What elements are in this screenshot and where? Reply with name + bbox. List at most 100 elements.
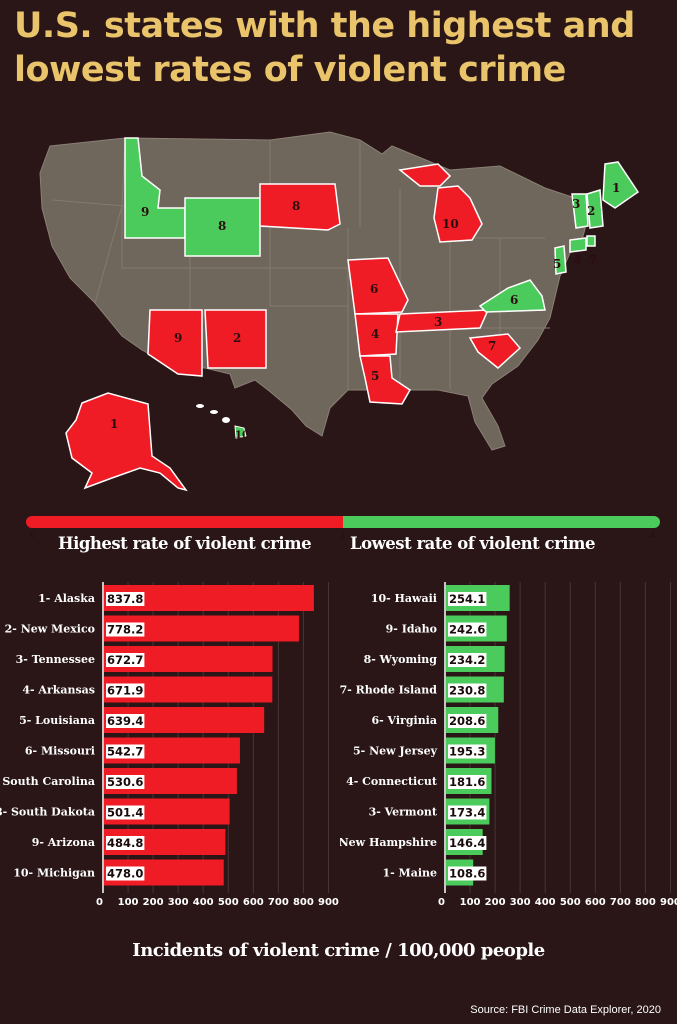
scale-bar bbox=[26, 516, 660, 528]
value-label-bg bbox=[106, 592, 145, 606]
value-label: 672.7 bbox=[107, 653, 143, 667]
value-label-bg bbox=[106, 805, 145, 820]
x-tick-label: 400 bbox=[193, 897, 214, 908]
label-missouri: 6 bbox=[370, 282, 378, 296]
value-label: 230.8 bbox=[449, 684, 485, 698]
x-tick-label: 100 bbox=[118, 897, 139, 908]
value-label: 484.8 bbox=[107, 836, 143, 850]
state-idaho bbox=[124, 137, 186, 239]
value-label: 778.2 bbox=[107, 623, 143, 637]
category-label: 7- Rhode Island bbox=[340, 684, 437, 697]
label-new-mexico: 2 bbox=[233, 331, 241, 345]
value-label-bg bbox=[448, 775, 487, 789]
value-label-bg bbox=[106, 622, 145, 637]
category-label: 1- Maine bbox=[382, 867, 437, 880]
scale-bar-low bbox=[343, 516, 660, 528]
value-label-bg bbox=[448, 836, 487, 850]
label-hawaii: 10 bbox=[235, 430, 249, 441]
state-arizona bbox=[147, 309, 203, 377]
x-tick-label: 500 bbox=[218, 897, 239, 908]
value-label-bg bbox=[448, 622, 487, 637]
label-vermont: 3 bbox=[572, 197, 580, 211]
x-tick-label: 600 bbox=[585, 897, 606, 908]
value-label: 254.1 bbox=[449, 592, 485, 606]
category-label: 10- Michigan bbox=[13, 867, 95, 880]
us-map: 9 8 8 10 6 4 5 3 7 6 1 2 3 4 7 5 9 2 1 bbox=[39, 131, 640, 492]
state-rhode-island bbox=[586, 235, 596, 247]
x-tick-label: 200 bbox=[143, 897, 164, 908]
category-label: 6- Missouri bbox=[25, 745, 95, 758]
x-tick-label: 700 bbox=[610, 897, 631, 908]
x-tick-label: 800 bbox=[293, 897, 314, 908]
category-label: 7- South Carolina bbox=[0, 775, 95, 788]
value-label-bg bbox=[106, 866, 145, 881]
value-label: 234.2 bbox=[449, 653, 485, 667]
value-label: 478.0 bbox=[107, 867, 143, 881]
x-tick-label: 700 bbox=[268, 897, 289, 908]
state-hawaii bbox=[196, 404, 247, 439]
value-label-bg bbox=[106, 653, 145, 667]
scale-tick-4: 4 bbox=[650, 531, 656, 541]
value-label-bg bbox=[106, 683, 145, 698]
label-arkansas: 4 bbox=[371, 327, 379, 341]
value-label-bg bbox=[448, 866, 487, 881]
x-tick-label: 0 bbox=[438, 897, 445, 908]
state-alaska bbox=[65, 392, 188, 492]
label-south-dakota: 8 bbox=[292, 199, 300, 213]
value-label: 181.6 bbox=[449, 775, 485, 789]
value-label: 108.6 bbox=[449, 867, 485, 881]
label-alaska: 1 bbox=[110, 417, 118, 431]
value-label-bg bbox=[448, 805, 487, 820]
category-label: 2- New Mexico bbox=[5, 623, 95, 636]
value-label-bg bbox=[106, 775, 145, 789]
value-label-bg bbox=[448, 653, 487, 667]
scale-bar-high bbox=[26, 516, 343, 528]
state-wyoming bbox=[184, 197, 261, 257]
state-missouri bbox=[347, 257, 409, 315]
value-label: 146.4 bbox=[449, 836, 485, 850]
value-label-bg bbox=[448, 592, 487, 606]
category-label: 3- Vermont bbox=[369, 806, 438, 819]
scale-tick-2: 2 bbox=[340, 531, 346, 541]
category-label: 4- Arkansas bbox=[22, 684, 95, 697]
x-tick-label: 400 bbox=[535, 897, 556, 908]
label-maine: 1 bbox=[612, 181, 620, 195]
x-tick-label: 500 bbox=[560, 897, 581, 908]
label-connecticut: 4 bbox=[573, 253, 581, 267]
source-note: Source: FBI Crime Data Explorer, 2020 bbox=[470, 1004, 661, 1016]
state-new-jersey bbox=[554, 245, 567, 275]
value-label: 242.6 bbox=[449, 623, 485, 637]
value-label: 542.7 bbox=[107, 745, 143, 759]
x-tick-label: 900 bbox=[318, 897, 339, 908]
label-rhode-island: 7 bbox=[589, 253, 597, 267]
state-michigan bbox=[398, 163, 483, 243]
x-axis-label: Incidents of violent crime / 100,000 peo… bbox=[132, 940, 545, 961]
state-new-mexico bbox=[204, 309, 267, 369]
category-label: 1- Alaska bbox=[38, 592, 95, 605]
state-virginia bbox=[478, 279, 546, 313]
x-tick-label: 800 bbox=[635, 897, 656, 908]
page-title: U.S. states with the highest and lowest … bbox=[14, 6, 635, 90]
header-lowest: Lowest rate of violent crime bbox=[350, 534, 596, 553]
category-label: 10- Hawaii bbox=[371, 592, 437, 605]
value-label-bg bbox=[448, 744, 487, 759]
state-maine bbox=[602, 161, 640, 209]
value-label-bg bbox=[106, 836, 145, 850]
label-virginia: 6 bbox=[510, 293, 518, 307]
category-label: 9- Arizona bbox=[32, 836, 95, 849]
label-south-carolina: 7 bbox=[488, 339, 496, 353]
value-label-bg bbox=[448, 683, 487, 698]
value-label: 639.4 bbox=[107, 714, 143, 728]
label-arizona: 9 bbox=[174, 331, 182, 345]
x-tick-label: 300 bbox=[168, 897, 189, 908]
category-label: 3- Tennessee bbox=[16, 653, 95, 666]
category-label: 5- New Jersey bbox=[353, 745, 438, 758]
category-label: 9- Idaho bbox=[386, 623, 437, 636]
category-label: 5- Louisiana bbox=[19, 714, 95, 727]
label-idaho: 9 bbox=[141, 205, 149, 219]
label-wyoming: 8 bbox=[218, 219, 226, 233]
x-tick-label: 900 bbox=[660, 897, 677, 908]
header-highest: Highest rate of violent crime bbox=[58, 534, 312, 553]
label-michigan: 10 bbox=[442, 217, 459, 231]
x-tick-label: 100 bbox=[460, 897, 481, 908]
